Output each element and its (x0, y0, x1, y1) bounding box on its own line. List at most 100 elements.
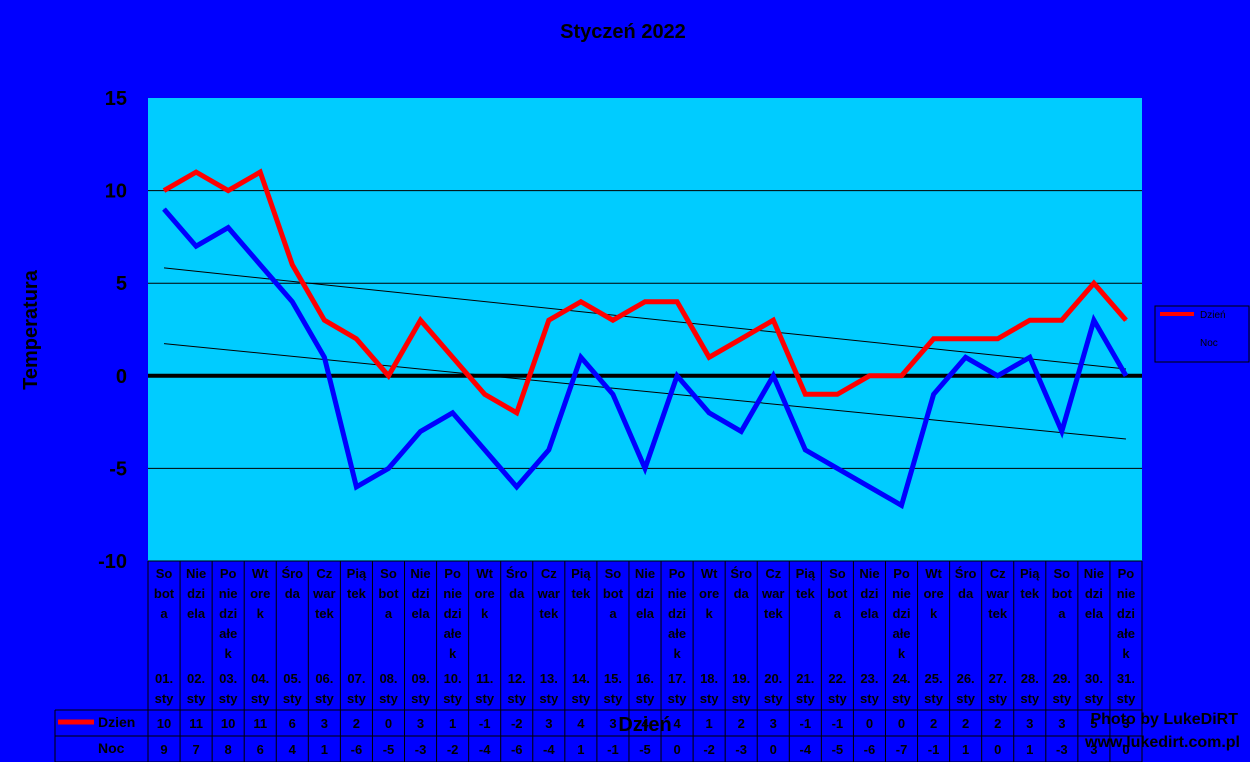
weekday-label: Nie (410, 566, 430, 581)
date-month-label: sty (668, 691, 688, 706)
weekday-label: ela (412, 606, 431, 621)
data-point-noc (355, 486, 357, 488)
weekday-label: dzi (1117, 606, 1135, 621)
data-point-dzien (997, 338, 999, 340)
date-month-label: sty (732, 691, 752, 706)
weekday-label: ore (699, 586, 719, 601)
date-month-label: sty (475, 691, 495, 706)
data-point-noc (868, 486, 870, 488)
date-label: 16. (636, 671, 654, 686)
table-cell-noc: -2 (447, 742, 459, 757)
table-cell-noc: -4 (543, 742, 555, 757)
date-label: 04. (251, 671, 269, 686)
table-cell-dzien: 11 (253, 716, 267, 731)
table-cell-dzien: 3 (545, 716, 552, 731)
weekday-label: k (930, 606, 938, 621)
weekday-label: da (734, 586, 750, 601)
weekday-label: Śro (506, 566, 528, 581)
date-month-label: sty (571, 691, 591, 706)
weekday-label: Wt (476, 566, 493, 581)
date-label: 12. (508, 671, 526, 686)
date-label: 29. (1053, 671, 1071, 686)
table-row-label-noc: Noc (98, 740, 125, 756)
date-month-label: sty (1085, 691, 1105, 706)
weekday-label: ałe (444, 626, 462, 641)
date-month-label: sty (507, 691, 527, 706)
data-point-noc (259, 264, 261, 266)
table-cell-dzien: 3 (1026, 716, 1033, 731)
data-point-noc (163, 208, 165, 210)
weekday-label: tek (347, 586, 367, 601)
data-point-dzien (1125, 319, 1127, 321)
date-label: 31. (1117, 671, 1135, 686)
data-point-dzien (323, 319, 325, 321)
table-cell-noc: -1 (928, 742, 940, 757)
weekday-label: dzi (219, 606, 237, 621)
table-cell-noc: 7 (192, 742, 199, 757)
weekday-label: ore (923, 586, 943, 601)
table-cell-dzien: 2 (930, 716, 937, 731)
date-month-label: sty (315, 691, 335, 706)
date-month-label: sty (924, 691, 944, 706)
table-cell-noc: -4 (479, 742, 491, 757)
weekday-label: So (156, 566, 173, 581)
weekday-label: a (385, 606, 393, 621)
date-month-label: sty (956, 691, 976, 706)
data-point-dzien (708, 356, 710, 358)
table-cell-noc: 0 (1122, 742, 1129, 757)
weekday-label: Po (669, 566, 686, 581)
data-point-dzien (965, 338, 967, 340)
data-point-dzien (901, 375, 903, 377)
date-label: 02. (187, 671, 205, 686)
weekday-label: Nie (186, 566, 206, 581)
date-month-label: sty (411, 691, 431, 706)
series-lines (162, 168, 1129, 510)
table-cell-dzien: -2 (511, 716, 523, 731)
weekday-label: dzi (1085, 586, 1103, 601)
data-point-noc (1061, 430, 1063, 432)
date-label: 30. (1085, 671, 1103, 686)
table-cell-noc: 9 (160, 742, 167, 757)
table-cell-noc: 1 (577, 742, 584, 757)
table-cell-noc: -6 (511, 742, 523, 757)
date-label: 08. (379, 671, 397, 686)
y-axis: 15 10 5 0 -5 -10 (98, 88, 127, 573)
y-tick-label: 5 (116, 273, 127, 295)
table-cell-dzien: 10 (157, 716, 171, 731)
weekday-label: Cz (765, 566, 781, 581)
date-month-label: sty (892, 691, 912, 706)
y-tick-label: 10 (105, 181, 127, 203)
date-label: 05. (283, 671, 301, 686)
date-month-label: sty (988, 691, 1008, 706)
credit-line-1: Photo by LukeDiRT (1090, 711, 1238, 728)
data-point-noc (965, 356, 967, 358)
data-point-dzien (868, 375, 870, 377)
table-cell-dzien: 2 (738, 716, 745, 731)
weekday-label: Pią (571, 566, 591, 581)
weekday-label: So (605, 566, 622, 581)
weekday-label: Cz (316, 566, 332, 581)
data-point-dzien (1061, 319, 1063, 321)
date-month-label: sty (251, 691, 271, 706)
data-point-noc (708, 412, 710, 414)
table-cell-dzien: 4 (577, 716, 585, 731)
data-point-dzien (772, 319, 774, 321)
weekday-label: a (1058, 606, 1066, 621)
date-month-label: sty (379, 691, 399, 706)
data-point-noc (772, 375, 774, 377)
table-cell-noc: -6 (351, 742, 363, 757)
weekday-label: k (225, 646, 233, 661)
weekday-label: k (898, 646, 906, 661)
weekday-label: ela (636, 606, 655, 621)
table-cell-dzien: 11 (189, 716, 203, 731)
table-cell-dzien: 2 (353, 716, 360, 731)
date-label: 21. (796, 671, 814, 686)
date-month-label: sty (1052, 691, 1072, 706)
date-month-label: sty (764, 691, 784, 706)
table-cell-noc: -5 (639, 742, 651, 757)
data-point-dzien (291, 264, 293, 266)
date-label: 20. (764, 671, 782, 686)
data-point-noc (452, 412, 454, 414)
data-point-dzien (1093, 282, 1095, 284)
weekday-label: ore (250, 586, 270, 601)
